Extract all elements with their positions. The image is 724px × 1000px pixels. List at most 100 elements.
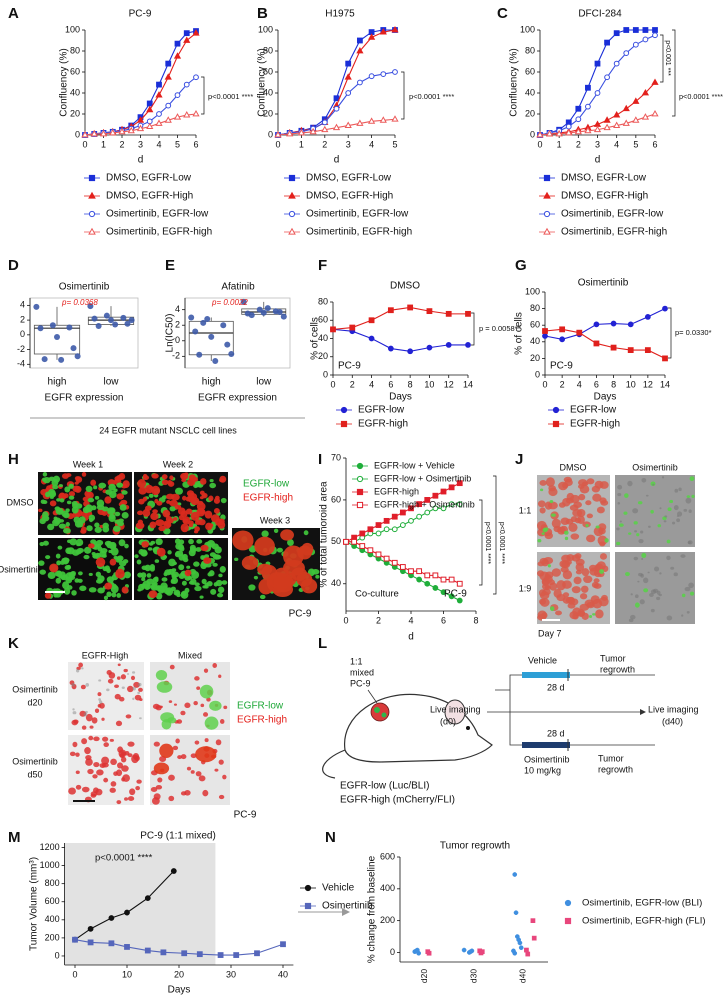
mouse-eye: [466, 726, 470, 730]
x-tick-label: 8: [611, 379, 616, 389]
cell: [591, 581, 599, 589]
cell: [52, 475, 61, 483]
cell: [549, 500, 554, 504]
legend-marker: [543, 174, 551, 182]
cell: [541, 578, 550, 587]
cell: [97, 692, 102, 697]
cell: [634, 530, 638, 533]
cell: [75, 784, 82, 790]
cell: [634, 594, 639, 599]
x-tick-label: 0: [343, 615, 348, 625]
cell: [315, 574, 320, 579]
cell: [61, 557, 67, 563]
cell: [175, 487, 183, 495]
cell: [201, 578, 207, 585]
cell: [219, 719, 225, 724]
cell: [623, 511, 628, 515]
cell: [569, 504, 579, 511]
data-point: [652, 27, 658, 33]
cell: [137, 510, 144, 516]
cell: [55, 507, 64, 515]
cell: [599, 569, 604, 574]
cell: [212, 562, 218, 567]
y-tick-label: -4: [17, 359, 25, 369]
data-point: [391, 526, 398, 533]
x-tick-label: 5: [633, 139, 638, 149]
cell: [101, 756, 110, 765]
cell: [545, 477, 555, 487]
cell: [72, 711, 77, 715]
cell: [137, 519, 144, 525]
cell: [144, 564, 151, 572]
data-point: [662, 305, 668, 312]
cell-line: PC-9: [234, 810, 257, 821]
data-point: [584, 126, 592, 134]
y-tick-label: 80: [263, 45, 273, 55]
cell: [640, 530, 644, 534]
data-point: [387, 307, 394, 314]
legend-label: Osimertinib, EGFR-high: [106, 227, 212, 238]
treatment-label: Osimertinib: [524, 754, 570, 764]
annotation: p= 0.0368: [61, 298, 98, 307]
cell: [109, 738, 114, 742]
cell: [581, 612, 589, 620]
cell: [149, 566, 155, 572]
cell: [65, 508, 70, 513]
cell: [688, 582, 694, 589]
cell: [124, 543, 129, 549]
cell: [537, 500, 546, 508]
cell: [650, 509, 654, 514]
cell: [110, 547, 119, 556]
cell: [117, 762, 123, 769]
data-point: [276, 309, 283, 315]
data-point: [332, 123, 341, 131]
data-point: [367, 526, 374, 533]
cell: [115, 769, 123, 777]
cell: [88, 543, 95, 549]
data-point: [368, 73, 375, 80]
cell: [138, 498, 145, 505]
cell: [115, 568, 125, 579]
cell: [68, 495, 75, 500]
reporter-label: EGFR-high (mCherry/FLI): [340, 795, 455, 806]
cell: [259, 594, 266, 600]
data-point: [512, 950, 518, 956]
cell: [45, 555, 51, 560]
data-point: [136, 116, 145, 123]
cell: [39, 569, 46, 575]
cell: [123, 571, 131, 579]
legend-label: EGFR-low: [358, 405, 405, 416]
cell: [200, 703, 205, 708]
data-point: [391, 513, 398, 520]
legend-label: Vehicle: [322, 883, 355, 894]
cell: [273, 528, 279, 534]
x-tick-label: 0: [82, 139, 87, 149]
mix-label: mixed: [350, 667, 374, 677]
cell: [595, 609, 604, 619]
legend-marker: [288, 227, 296, 235]
cell: [114, 519, 120, 524]
x-tick-label: 6: [652, 139, 657, 149]
y-tick-label: 2: [175, 320, 180, 330]
cell: [677, 511, 683, 517]
cell: [133, 681, 140, 688]
cell: [194, 585, 202, 592]
legend-marker: [543, 227, 551, 235]
cell: [643, 577, 649, 584]
cell: [63, 527, 71, 534]
cell: [116, 593, 121, 598]
cell: [83, 554, 90, 560]
cell: [65, 547, 72, 554]
cell: [539, 598, 550, 607]
annotation: p<0.001 ***: [664, 40, 671, 76]
x-tick-label: 0: [275, 139, 280, 149]
cell: [218, 674, 222, 679]
cell: [190, 770, 195, 774]
legend-label: Osimertinib, EGFR-low: [561, 209, 664, 220]
cell: [75, 668, 80, 673]
y-tick-label: 20: [525, 108, 535, 118]
y-tick-label: 40: [525, 87, 535, 97]
legend-label: DMSO, EGFR-High: [106, 191, 193, 202]
data-point: [260, 309, 267, 316]
data-point: [387, 345, 394, 352]
